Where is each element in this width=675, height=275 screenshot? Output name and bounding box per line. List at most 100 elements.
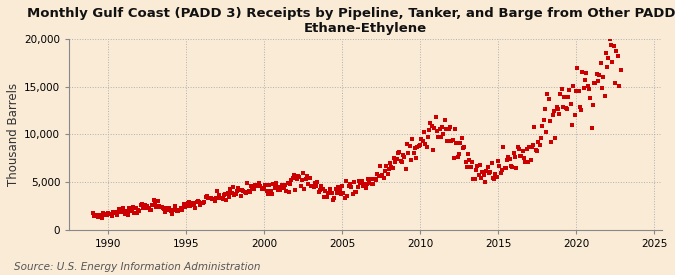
Point <box>607 60 618 64</box>
Point <box>507 165 518 169</box>
Point <box>510 155 520 160</box>
Point <box>264 183 275 188</box>
Point <box>552 107 563 111</box>
Point <box>91 213 102 217</box>
Point <box>531 147 541 152</box>
Point <box>485 170 495 174</box>
Point <box>379 169 390 173</box>
Point <box>605 43 616 47</box>
Point <box>393 151 404 155</box>
Point <box>567 123 578 127</box>
Point <box>217 197 228 202</box>
Point <box>413 144 424 148</box>
Point <box>209 199 220 203</box>
Point <box>199 200 210 204</box>
Point <box>601 51 612 56</box>
Point <box>330 187 341 192</box>
Point <box>117 205 128 210</box>
Point <box>376 174 387 178</box>
Point <box>109 210 120 215</box>
Point <box>499 166 510 170</box>
Point <box>135 203 146 207</box>
Point <box>290 188 301 192</box>
Point <box>450 126 460 131</box>
Point <box>341 178 352 183</box>
Point <box>160 210 171 214</box>
Point <box>132 211 142 215</box>
Point <box>144 208 155 213</box>
Point <box>267 192 277 196</box>
Point <box>364 181 375 185</box>
Point <box>525 158 536 162</box>
Point <box>300 177 311 181</box>
Point <box>348 180 359 185</box>
Point <box>129 210 140 215</box>
Point <box>377 172 388 177</box>
Point <box>252 184 263 188</box>
Point <box>191 200 202 204</box>
Point <box>534 143 545 147</box>
Point <box>611 48 622 53</box>
Point <box>360 186 371 191</box>
Point <box>251 183 262 188</box>
Point <box>186 202 197 206</box>
Point <box>412 145 423 149</box>
Point <box>260 183 271 188</box>
Point <box>395 159 406 164</box>
Point <box>240 190 251 195</box>
Point <box>230 192 241 196</box>
Point <box>291 177 302 181</box>
Point <box>237 188 248 192</box>
Point <box>383 166 394 171</box>
Point <box>603 56 614 60</box>
Point <box>202 194 213 199</box>
Point <box>594 72 605 77</box>
Point <box>570 89 581 93</box>
Point <box>279 183 290 187</box>
Point <box>342 194 353 199</box>
Point <box>560 106 571 110</box>
Point <box>101 212 112 217</box>
Point <box>408 151 419 156</box>
Point <box>268 182 279 186</box>
Point <box>350 190 360 195</box>
Point <box>356 178 367 183</box>
Point <box>400 167 411 171</box>
Point <box>578 86 589 90</box>
Point <box>225 187 236 191</box>
Point <box>257 186 268 190</box>
Point <box>463 152 474 156</box>
Point <box>255 184 266 188</box>
Point <box>452 155 463 160</box>
Point <box>616 68 627 72</box>
Point <box>425 121 436 126</box>
Point <box>309 181 320 186</box>
Point <box>248 186 259 191</box>
Point <box>340 196 350 200</box>
Point <box>518 156 529 160</box>
Point <box>115 209 126 214</box>
Point <box>177 208 188 212</box>
Point <box>112 213 123 217</box>
Point <box>94 213 105 218</box>
Point <box>95 213 106 218</box>
Point <box>327 197 338 202</box>
Point <box>372 172 383 177</box>
Point <box>310 184 321 188</box>
Point <box>333 185 344 189</box>
Point <box>451 141 462 145</box>
Point <box>580 77 591 82</box>
Point <box>254 181 265 185</box>
Point <box>381 164 392 168</box>
Point <box>130 206 141 210</box>
Point <box>494 164 505 169</box>
Point <box>460 160 471 165</box>
Point <box>236 194 246 198</box>
Point <box>219 192 230 197</box>
Point <box>161 206 172 210</box>
Point <box>362 177 373 182</box>
Point <box>614 84 624 88</box>
Point <box>298 170 308 175</box>
Point <box>103 211 113 215</box>
Point <box>589 81 599 85</box>
